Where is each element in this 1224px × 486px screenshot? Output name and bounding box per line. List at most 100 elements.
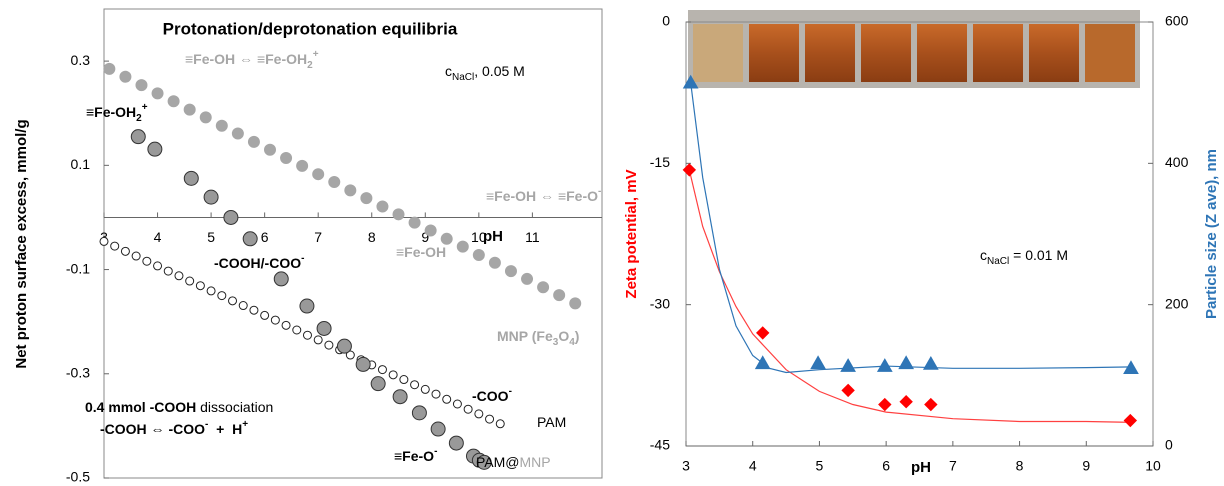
data-point <box>316 320 332 336</box>
data-point <box>328 176 341 189</box>
data-point <box>231 127 244 140</box>
data-point <box>411 405 427 421</box>
annotation-part: 2 <box>136 113 142 124</box>
x-tick-label: 7 <box>314 229 322 245</box>
annotation-part: 2 <box>307 60 313 71</box>
y-tick-label: -0.1 <box>66 260 90 276</box>
data-point <box>302 330 312 340</box>
annotation-part: c <box>980 247 987 263</box>
annotation: 0.4 mmol -COOH dissociation <box>85 399 273 415</box>
data-point <box>280 152 293 165</box>
data-point <box>130 129 146 145</box>
annotation-part: PAM@ <box>476 454 520 470</box>
data-point <box>260 310 270 320</box>
data-point <box>167 95 180 108</box>
data-point <box>399 375 409 385</box>
annotation-part: -COOH/-COO <box>214 255 301 271</box>
x-tick-label: 6 <box>882 458 890 474</box>
y2-tick-label: 200 <box>1165 295 1189 311</box>
data-point <box>336 338 352 354</box>
vial <box>973 24 1023 82</box>
data-point <box>495 419 505 429</box>
annotation: -COO- <box>472 386 512 404</box>
data-point <box>296 159 309 172</box>
data-point <box>370 376 386 392</box>
annotation: MNP (Fe3O4) <box>497 328 579 348</box>
annotation-part: , 0.05 M <box>474 63 525 79</box>
data-point <box>810 355 826 370</box>
y-tick-label: 0.3 <box>71 52 91 68</box>
data-point <box>119 70 132 83</box>
data-point <box>376 200 389 213</box>
data-point <box>440 232 453 245</box>
y2-tick-label: 0 <box>1165 437 1173 453</box>
annotation-part: ≡Fe-OH <box>86 104 136 120</box>
y-axis-label: Net proton surface excess, mmol/g <box>13 119 30 368</box>
data-point <box>292 325 302 335</box>
data-point <box>410 380 420 390</box>
annotation: PAM@MNP <box>476 454 551 470</box>
photo-inset <box>688 10 1140 88</box>
fit-line <box>690 82 1134 374</box>
annotation-part: 0.4 mmol -COOH <box>85 399 196 415</box>
fit-line <box>688 169 1134 423</box>
annotation-part: NaCl <box>452 72 474 83</box>
data-point <box>452 399 462 409</box>
data-point <box>682 74 699 89</box>
annotation-part: -COO <box>472 388 509 404</box>
x-tick-label: 5 <box>207 229 215 245</box>
y-tick-label: -0.3 <box>66 364 90 380</box>
x-tick-label: 5 <box>816 458 824 474</box>
vial <box>1085 24 1135 82</box>
data-point <box>878 397 892 412</box>
data-point <box>360 192 373 205</box>
annotation-part: MNP <box>520 454 551 470</box>
data-point <box>324 340 334 350</box>
annotation-part: MNP (Fe <box>497 328 553 344</box>
annotation-part: 4 <box>569 337 575 348</box>
data-point <box>247 135 260 148</box>
annotation-part: NaCl <box>987 256 1009 267</box>
data-point <box>1123 413 1138 428</box>
x-tick-label: 8 <box>1016 458 1024 474</box>
annotation-part: PAM <box>537 414 566 430</box>
data-point <box>754 355 771 370</box>
annotation-part: c <box>445 63 452 79</box>
data-point <box>270 315 280 325</box>
data-point <box>103 62 116 75</box>
annotation: cNaCl, 0.05 M <box>445 63 525 83</box>
data-point <box>841 383 855 398</box>
vial <box>861 24 911 82</box>
annotation-part: dissociation <box>196 399 273 415</box>
annotation-part: ≡Fe-OH ⇔ ≡Fe-OH <box>185 51 307 67</box>
y2-tick-label: 600 <box>1165 13 1189 29</box>
data-point <box>195 281 205 291</box>
annotation: -COOH ⇔ -COO- + H+ <box>100 419 248 437</box>
data-point <box>430 421 446 437</box>
data-point <box>313 335 323 345</box>
data-point <box>120 246 130 256</box>
data-point <box>521 272 534 285</box>
data-point <box>299 298 315 314</box>
data-point <box>217 291 227 301</box>
annotation-part: = 0.01 M <box>1009 247 1068 263</box>
x-tick-label: 10 <box>1145 458 1161 474</box>
data-point <box>344 184 357 197</box>
data-point <box>456 240 469 253</box>
data-point <box>420 384 430 394</box>
annotation: PAM <box>537 414 566 430</box>
annotation-part: 3 <box>553 337 559 348</box>
data-point <box>840 358 856 372</box>
x-tick-label: 10 <box>471 229 487 245</box>
data-point <box>142 256 152 266</box>
x-tick-label: 9 <box>421 229 429 245</box>
y2-tick-label: 400 <box>1165 154 1189 170</box>
annotation-part: - <box>301 253 304 264</box>
data-point <box>206 286 216 296</box>
y-tick-label: 0.1 <box>71 156 91 172</box>
annotation-part: - <box>509 386 512 397</box>
data-point <box>442 394 452 404</box>
data-point <box>392 389 408 405</box>
data-point <box>151 87 164 100</box>
x-tick-label: 8 <box>368 229 376 245</box>
